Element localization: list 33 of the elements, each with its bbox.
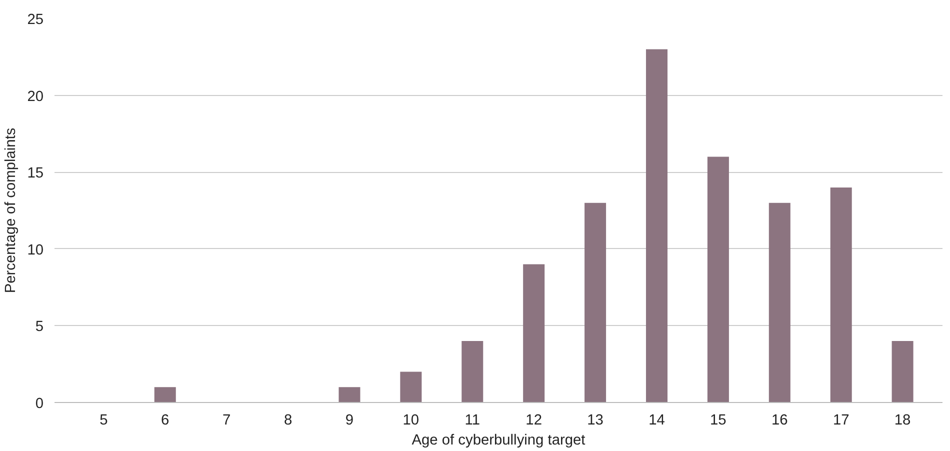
- x-tick-label: 13: [587, 412, 604, 428]
- x-tick-label: 5: [100, 412, 108, 428]
- bar: [154, 387, 176, 402]
- bar: [707, 156, 729, 402]
- x-tick-label: 12: [526, 412, 542, 428]
- x-tick-label: 10: [402, 412, 420, 428]
- x-tick-label: 16: [772, 412, 788, 428]
- bar: [768, 202, 790, 402]
- y-tick-label: 25: [27, 12, 44, 28]
- y-tick-label: 5: [35, 319, 44, 336]
- bar: [523, 264, 545, 402]
- bar: [892, 341, 914, 402]
- x-tick-label: 6: [161, 412, 170, 428]
- y-tick-label: 15: [27, 166, 44, 182]
- bar: [646, 49, 668, 402]
- bar: [338, 387, 360, 402]
- bar: [830, 187, 852, 402]
- y-tick-label: 10: [27, 242, 44, 258]
- x-tick-label: 14: [648, 412, 665, 428]
- bar: [584, 202, 606, 402]
- y-tick-label: 0: [35, 396, 44, 412]
- x-tick-label: 17: [832, 412, 850, 428]
- x-tick-label: 18: [894, 412, 911, 428]
- bar: [462, 341, 484, 402]
- x-tick-label: 9: [345, 412, 354, 428]
- y-tick-label: 20: [27, 88, 44, 105]
- x-axis-title: Age of cyberbullying target: [412, 432, 586, 448]
- x-tick-label: 8: [284, 412, 292, 428]
- bar: [400, 372, 422, 402]
- y-axis-title: Percentage of complaints: [3, 128, 20, 294]
- x-tick-label: 7: [222, 412, 231, 428]
- x-tick-label: 15: [710, 412, 726, 428]
- x-tick-label: 11: [464, 412, 480, 428]
